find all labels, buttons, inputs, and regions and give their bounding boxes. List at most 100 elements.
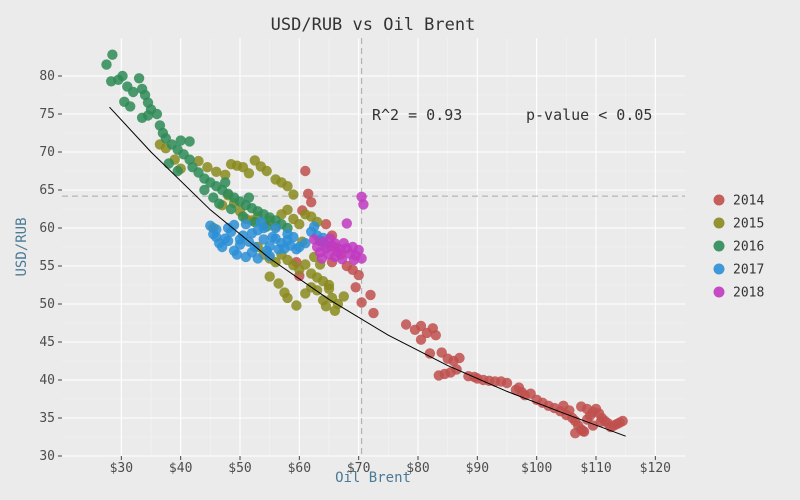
data-point: [454, 352, 465, 364]
data-point: [240, 219, 252, 230]
data-point: [175, 135, 186, 146]
data-point: [341, 218, 352, 229]
data-point: [202, 162, 213, 173]
y-tick-label: 45: [39, 335, 55, 350]
data-point: [220, 169, 231, 180]
x-axis-ticks: $30 $40 $50 $60 $70 $80 $90 $100 $110 $120: [110, 456, 671, 476]
y-tick-label: 50: [39, 297, 55, 312]
data-point: [270, 233, 281, 244]
data-point: [356, 253, 367, 264]
y-tick-label: 55: [39, 259, 55, 274]
legend: 2014 2015 2016 2017 2018: [713, 194, 764, 301]
data-point: [258, 222, 269, 234]
data-point: [617, 415, 628, 427]
legend-item-2014: 2014: [713, 194, 764, 209]
data-point: [282, 204, 293, 215]
data-point: [353, 269, 364, 281]
data-point: [356, 297, 367, 308]
data-point: [581, 403, 593, 415]
data-point: [243, 192, 255, 203]
y-tick-label: 35: [39, 411, 55, 426]
x-tick-label: $100: [521, 461, 552, 476]
x-tick-label: $110: [580, 461, 611, 476]
data-point: [424, 348, 436, 359]
data-point: [231, 249, 243, 260]
data-point: [246, 228, 258, 239]
y-tick-label: 70: [39, 145, 55, 160]
data-point: [309, 221, 320, 232]
data-point: [348, 254, 360, 266]
data-point: [261, 165, 272, 177]
legend-label: 2015: [733, 217, 764, 232]
data-point: [513, 382, 525, 393]
legend-label: 2018: [733, 286, 764, 301]
data-point: [501, 377, 513, 389]
data-point: [172, 165, 183, 177]
data-point: [558, 400, 569, 411]
x-tick-label: $80: [406, 461, 429, 476]
legend-item-2016: 2016: [713, 240, 764, 255]
legend-marker: [713, 263, 725, 275]
data-point: [163, 158, 174, 169]
data-point: [282, 292, 293, 304]
data-point: [323, 283, 335, 294]
data-point: [125, 101, 136, 112]
data-point: [325, 233, 336, 244]
data-point: [282, 181, 293, 192]
data-points: [101, 49, 628, 439]
y-tick-label: 60: [39, 221, 55, 236]
data-point: [211, 166, 222, 177]
data-point: [264, 271, 275, 282]
data-point: [294, 219, 305, 230]
p-value-annotation: p-value < 0.05: [526, 106, 652, 124]
data-point: [101, 59, 112, 70]
data-point: [300, 259, 311, 270]
data-point: [316, 253, 328, 264]
x-tick-label: $50: [228, 461, 251, 476]
x-tick-label: $120: [640, 461, 671, 476]
legend-marker: [713, 217, 725, 229]
data-point: [240, 251, 252, 263]
data-point: [214, 198, 225, 209]
y-tick-label: 80: [39, 69, 55, 84]
data-point: [358, 199, 369, 210]
data-point: [258, 234, 269, 245]
data-point: [222, 235, 234, 247]
data-point: [300, 165, 311, 177]
r-squared-annotation: R^2 = 0.93: [372, 106, 462, 124]
data-point: [142, 110, 154, 121]
legend-marker: [713, 194, 725, 206]
y-tick-label: 40: [39, 373, 55, 388]
data-point: [430, 330, 441, 341]
data-point: [199, 184, 210, 196]
y-tick-label: 65: [39, 183, 55, 198]
data-point: [270, 222, 281, 234]
reference-lines: [62, 38, 685, 456]
x-axis-title: Oil Brent: [335, 470, 411, 486]
data-point: [273, 278, 284, 289]
data-point: [368, 307, 379, 319]
data-point: [577, 425, 589, 437]
data-point: [595, 416, 606, 427]
x-tick-label: $40: [169, 461, 192, 476]
y-axis-ticks: 30 35 40 45 50 55 60 65 70 75 80: [39, 69, 62, 464]
legend-item-2015: 2015: [713, 217, 764, 232]
y-axis-title: USD/RUB: [14, 217, 30, 276]
data-point: [365, 289, 376, 301]
data-point: [151, 108, 163, 120]
series-2016: [101, 49, 293, 234]
data-point: [300, 238, 311, 249]
data-point: [264, 241, 275, 252]
data-point: [107, 49, 118, 60]
data-point: [133, 73, 145, 84]
trend-line: [109, 106, 626, 437]
x-tick-label: $30: [110, 461, 133, 476]
legend-marker: [713, 240, 725, 252]
y-tick-label: 75: [39, 107, 55, 122]
data-point: [400, 319, 412, 330]
x-tick-label: $90: [466, 461, 489, 476]
data-point: [234, 234, 246, 245]
data-point: [117, 70, 128, 82]
chart-title: USD/RUB vs Oil Brent: [271, 15, 476, 35]
